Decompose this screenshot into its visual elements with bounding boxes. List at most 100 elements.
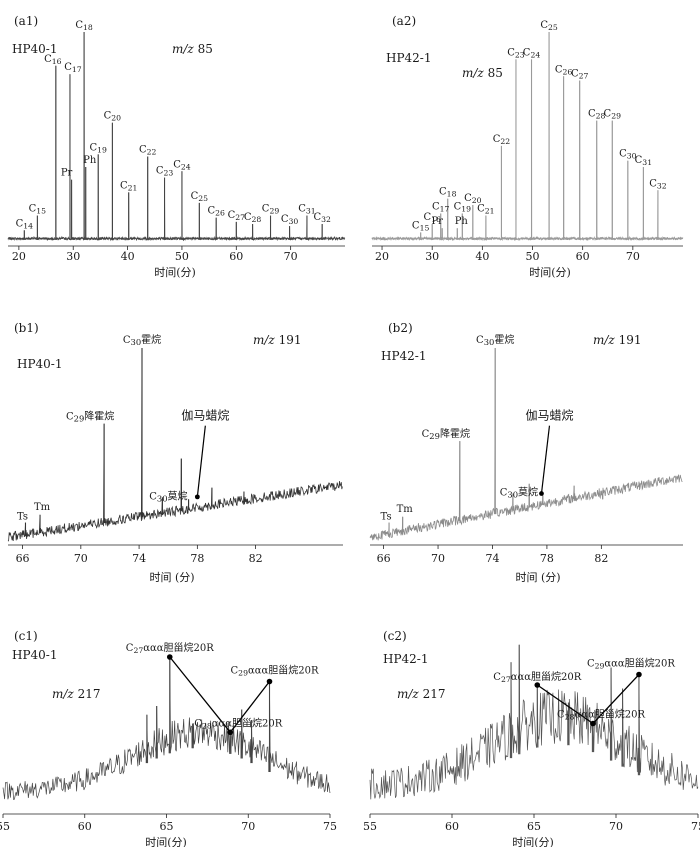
peak-label-0-17: C29: [262, 204, 280, 216]
gammacerane-pointer-2: [196, 425, 206, 497]
x-tick-label-4-3: 70: [241, 820, 255, 833]
gammacerane-label-3: 伽马蜡烷: [525, 408, 573, 423]
x-tick-label-3-0: 66: [377, 552, 391, 565]
trace-0: [7, 31, 346, 242]
peak-label-0-1: C15: [29, 204, 47, 216]
x-tick-label-1-1: 30: [425, 250, 439, 263]
peak-label-1-14: C27: [571, 69, 589, 81]
ion-label-2: m/z 191: [253, 333, 301, 347]
panel-label-3: (b2): [388, 321, 413, 335]
peak-label-3-1: Tm: [397, 504, 414, 515]
x-tick-label-1-2: 40: [475, 250, 489, 263]
x-tick-label-4-0: 55: [0, 820, 10, 833]
peak-label-2-1: Tm: [34, 502, 51, 513]
gammacerane-label-2: 伽马蜡烷: [181, 408, 229, 423]
sterane-dot-4-1: [227, 729, 234, 736]
panel-label-5: (c2): [383, 629, 407, 643]
ion-label-5: m/z 217: [397, 687, 445, 701]
peak-label-3-2: C29降霍烷: [422, 427, 470, 441]
x-axis-label-2: 时间 (分): [149, 571, 194, 584]
x-tick-label-0-5: 70: [284, 250, 298, 263]
peak-label-0-10: C22: [139, 144, 157, 156]
peak-label-1-1: C16: [423, 212, 441, 224]
gammacerane-pointer-3: [540, 425, 551, 494]
peak-label-0-3: C17: [64, 62, 82, 74]
sterane-label-4-2: C29ααα胆甾烷20R: [231, 664, 319, 678]
peak-label-2-2: C29降霍烷: [66, 410, 114, 424]
peak-label-1-15: C28: [588, 109, 606, 121]
peak-label-0-11: C23: [156, 166, 174, 178]
x-axis-label-5: 时间(分): [512, 836, 554, 847]
peak-label-3-0: Ts: [381, 512, 392, 523]
x-tick-label-2-4: 82: [249, 552, 263, 565]
peak-label-0-16: C28: [244, 212, 262, 224]
sample-label-3: HP42-1: [381, 349, 427, 363]
x-tick-label-2-2: 74: [132, 552, 146, 565]
x-tick-label-4-4: 75: [323, 820, 337, 833]
sterane-label-5-2: C29ααα胆甾烷20R: [587, 657, 675, 671]
gammacerane-pointer-dot-2: [194, 494, 200, 500]
peak-label-1-7: C20: [464, 193, 482, 205]
peak-label-0-14: C26: [207, 206, 225, 218]
x-tick-label-0-2: 40: [121, 250, 135, 263]
x-tick-label-0-4: 60: [229, 250, 243, 263]
peak-label-1-12: C25: [540, 20, 558, 32]
peak-label-0-13: C25: [191, 191, 209, 203]
x-tick-label-4-2: 65: [160, 820, 174, 833]
peak-label-0-15: C27: [228, 210, 246, 222]
x-tick-label-1-4: 60: [576, 250, 590, 263]
x-tick-label-0-3: 50: [175, 250, 189, 263]
sterane-dot-5-0: [534, 682, 541, 688]
ion-label-3: m/z 191: [593, 333, 641, 347]
x-tick-label-5-3: 70: [609, 820, 623, 833]
peak-label-1-3: Pr: [431, 216, 443, 227]
sample-label-2: HP40-1: [17, 357, 63, 371]
peak-label-3-3: C30霍烷: [476, 333, 514, 347]
peak-label-0-20: C32: [313, 212, 331, 224]
peak-label-1-19: C32: [649, 178, 667, 190]
sterane-label-4-1: C28ααα胆甾烷20R: [194, 716, 282, 730]
x-tick-label-0-1: 30: [66, 250, 80, 263]
gammacerane-pointer-dot-3: [539, 491, 544, 496]
peak-label-1-2: C17: [432, 201, 450, 213]
peak-label-0-8: C20: [104, 111, 122, 123]
sample-label-1: HP42-1: [386, 51, 432, 65]
x-tick-label-5-4: 75: [691, 820, 700, 833]
peak-label-1-8: C21: [477, 204, 494, 216]
x-tick-label-5-0: 55: [363, 820, 377, 833]
peak-label-1-11: C24: [523, 47, 541, 59]
x-axis-label-4: 时间(分): [145, 836, 187, 847]
x-axis-label-0: 时间(分): [154, 266, 196, 279]
x-tick-label-2-1: 70: [74, 552, 88, 565]
peak-label-0-0: C14: [16, 218, 34, 230]
peak-label-1-13: C26: [555, 64, 573, 76]
peak-label-1-17: C30: [619, 149, 637, 161]
x-tick-label-3-4: 82: [594, 552, 608, 565]
sterane-dot-5-1: [590, 720, 596, 727]
x-tick-label-2-0: 66: [16, 552, 30, 565]
peak-label-0-5: C18: [75, 20, 93, 32]
sterane-dot-4-0: [166, 654, 173, 660]
sterane-dot-4-2: [266, 678, 273, 685]
peak-label-0-19: C31: [298, 204, 315, 216]
x-tick-label-4-1: 60: [78, 820, 92, 833]
peak-label-2-4: C30莫烷: [149, 489, 187, 503]
x-tick-label-0-0: 20: [12, 250, 26, 263]
peak-label-0-6: Ph: [83, 155, 97, 166]
peak-label-2-3: C30霍烷: [123, 333, 161, 347]
peak-label-1-5: Ph: [455, 216, 469, 227]
sample-label-4: HP40-1: [12, 648, 58, 662]
sterane-dot-5-2: [636, 671, 642, 678]
x-tick-label-2-3: 78: [190, 552, 204, 565]
ion-label-1: m/z 85: [462, 66, 503, 80]
peak-label-0-12: C24: [173, 159, 191, 171]
x-tick-label-1-5: 70: [626, 250, 640, 263]
peak-label-0-18: C30: [281, 214, 299, 226]
peak-label-0-7: C19: [90, 142, 108, 154]
x-tick-label-3-3: 78: [540, 552, 554, 565]
x-axis-label-3: 时间 (分): [515, 571, 560, 584]
x-axis-label-1: 时间(分): [529, 266, 571, 279]
x-tick-label-1-0: 20: [375, 250, 389, 263]
